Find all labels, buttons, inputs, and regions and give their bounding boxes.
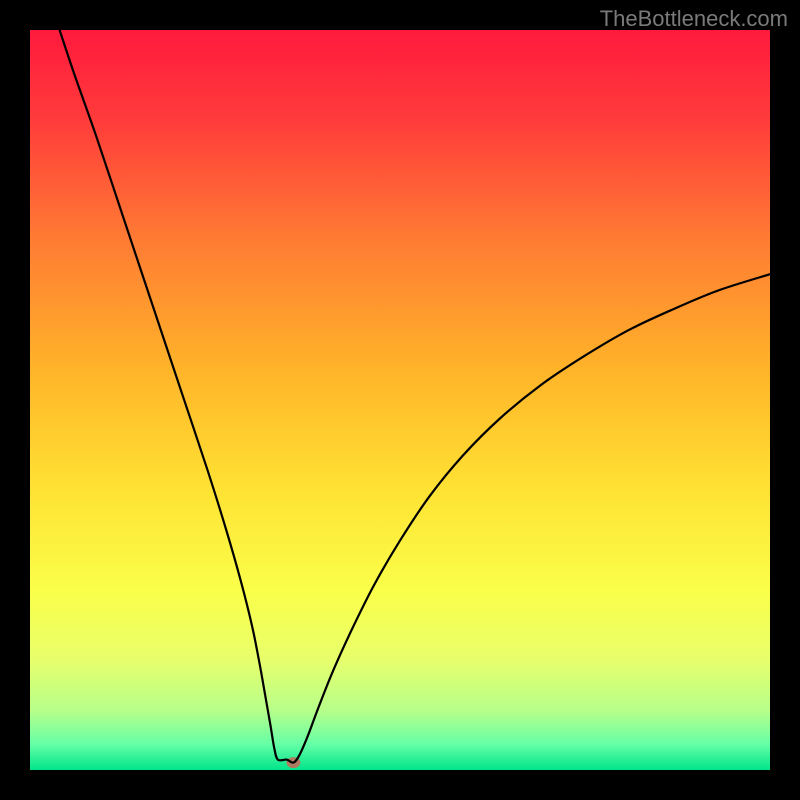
plot-area bbox=[30, 30, 770, 770]
watermark-text: TheBottleneck.com bbox=[600, 6, 788, 32]
chart-container: TheBottleneck.com bbox=[0, 0, 800, 800]
curve-layer bbox=[30, 30, 770, 770]
bottleneck-curve bbox=[60, 30, 770, 763]
